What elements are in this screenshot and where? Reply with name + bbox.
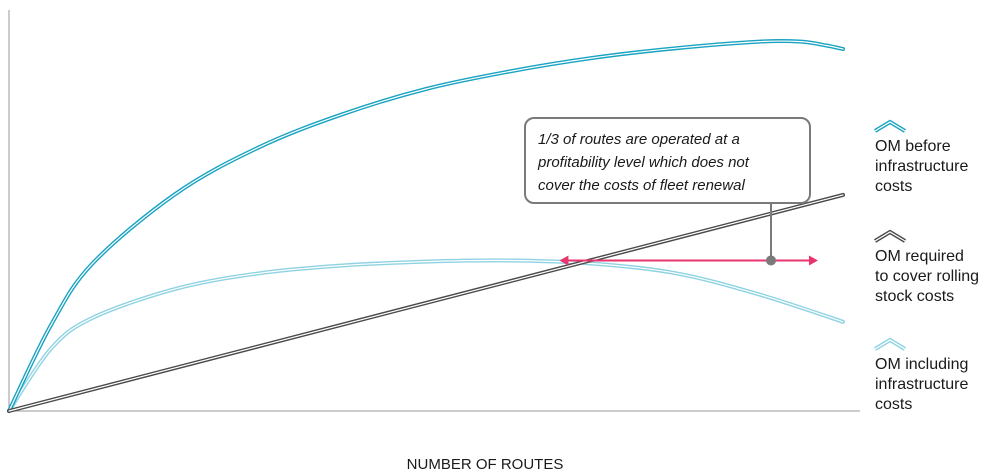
legend-item-1: OM before infrastructure costs: [873, 119, 968, 195]
annotation-dot: [766, 255, 776, 266]
legend-label-line: OM including: [875, 356, 968, 373]
annotation-text-line: 1/3 of routes are operated at a: [538, 131, 740, 148]
series-2: [7, 192, 845, 413]
chevron-up-icon-core: [874, 121, 906, 132]
series-1: [7, 38, 845, 413]
series-3: [7, 258, 845, 413]
arrow-left-head: [559, 255, 569, 266]
chevron-up-icon: [873, 119, 907, 133]
series-2-line-core: [8, 194, 844, 412]
legend-label-line: stock costs: [875, 288, 954, 305]
annotation-text-line: cover the costs of fleet renewal: [538, 177, 745, 194]
series-3-line-core: [8, 259, 844, 412]
legend-item-3: OM including infrastructure costs: [873, 337, 968, 413]
legend: OM before infrastructure costs OM required t…: [873, 119, 979, 413]
legend-label-line: costs: [875, 396, 912, 413]
x-axis-label: NUMBER OF ROUTES: [407, 456, 564, 473]
legend-label-line: infrastructure: [875, 376, 968, 393]
legend-label-line: OM required: [875, 248, 964, 265]
legend-item-2: OM required to cover rolling stock costs: [873, 229, 979, 305]
arrow-right-head: [808, 255, 818, 266]
annotation-box: [524, 117, 811, 204]
chevron-up-icon-core: [874, 339, 906, 350]
chevron-up-icon-core: [874, 231, 906, 242]
chevron-up-icon: [873, 229, 907, 243]
legend-label-line: to cover rolling: [875, 268, 979, 285]
legend-label-line: OM before: [875, 138, 951, 155]
chevron-up-icon: [873, 337, 907, 351]
axes: [8, 10, 860, 412]
series-1-line-core: [8, 40, 844, 412]
legend-label-line: infrastructure: [875, 158, 968, 175]
annotation-layer: 1/3 of routes are operated at a profitabi…: [524, 117, 818, 266]
annotation-text-line: profitability level which does not: [537, 154, 750, 171]
legend-label-line: costs: [875, 178, 912, 195]
series-layer: [7, 38, 845, 413]
